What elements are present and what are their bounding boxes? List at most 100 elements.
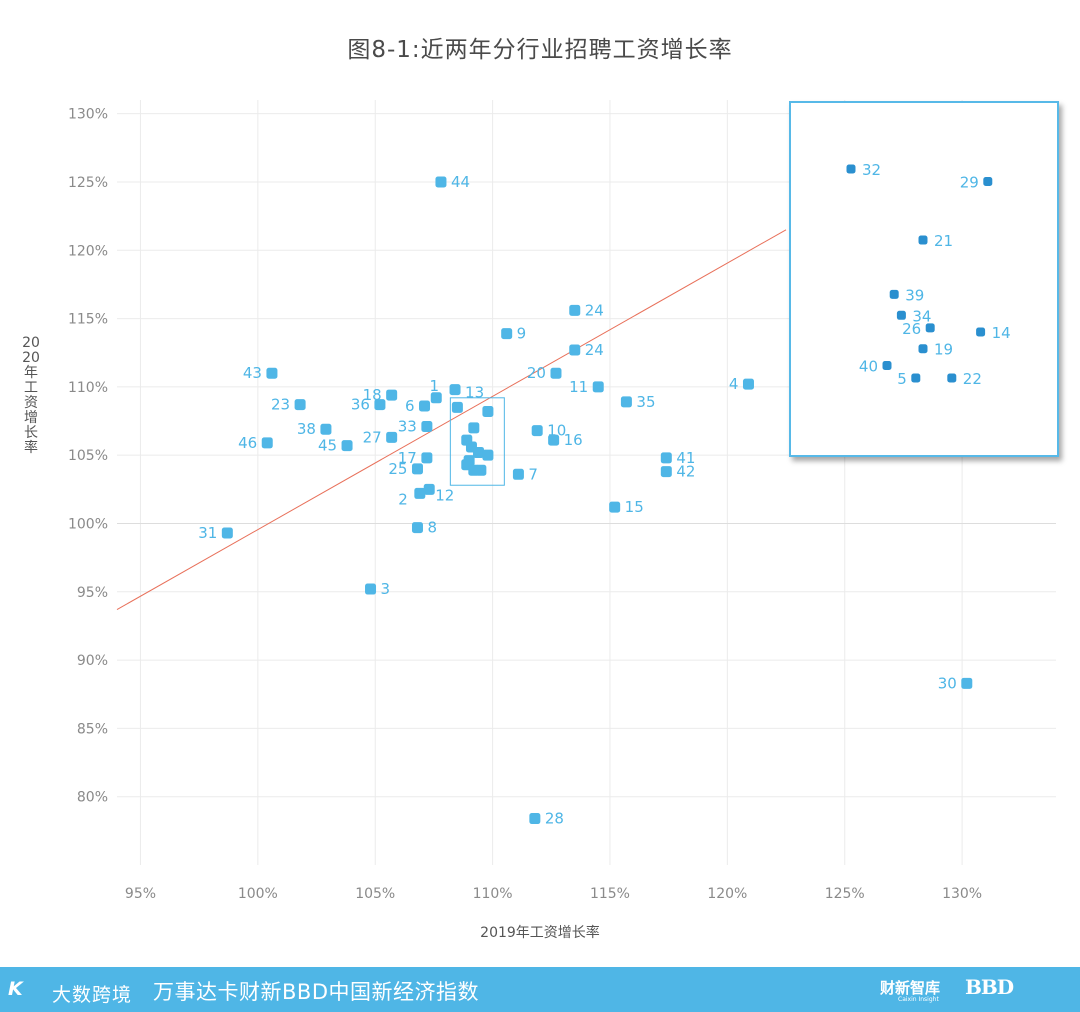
data-point xyxy=(341,440,353,452)
y-axis-label: 2020年工资增长率 xyxy=(22,335,40,456)
chart-title: 图8-1:近两年分行业招聘工资增长率 xyxy=(347,37,733,63)
point-label: 45 xyxy=(318,437,337,455)
point-label: 1 xyxy=(429,377,439,395)
data-point xyxy=(569,304,581,316)
point-label: 2 xyxy=(398,490,408,508)
inset-point-label: 39 xyxy=(905,286,924,304)
y-tick-label: 120% xyxy=(68,243,108,259)
inset-point-label: 19 xyxy=(934,341,953,359)
data-point xyxy=(512,468,524,480)
point-label: 28 xyxy=(545,810,564,828)
y-tick-label: 110% xyxy=(68,380,108,396)
point-label: 20 xyxy=(527,364,546,382)
point-label: 23 xyxy=(271,396,290,414)
data-point xyxy=(374,399,386,411)
data-point xyxy=(592,381,604,393)
point-label: 17 xyxy=(398,449,417,467)
data-point xyxy=(449,384,461,396)
data-point xyxy=(411,522,423,534)
x-tick-label: 100% xyxy=(238,886,278,902)
cluster-point xyxy=(482,449,494,461)
y-tick-label: 115% xyxy=(68,312,108,328)
data-point xyxy=(961,677,973,689)
y-tick-label: 80% xyxy=(77,790,108,806)
data-point xyxy=(414,487,426,499)
x-tick-label: 110% xyxy=(473,886,513,902)
x-tick-label: 95% xyxy=(125,886,156,902)
point-label: 36 xyxy=(351,396,370,414)
point-label: 13 xyxy=(465,384,484,402)
y-tick-label: 95% xyxy=(77,585,108,601)
inset-point xyxy=(846,164,856,174)
data-point xyxy=(501,328,513,340)
y-tick-label: 90% xyxy=(77,653,108,669)
point-label: 3 xyxy=(381,580,391,598)
data-point xyxy=(620,396,632,408)
inset-point-label: 32 xyxy=(862,161,881,179)
bbd-logo: BBD xyxy=(965,975,1014,999)
cluster-point xyxy=(468,422,480,434)
y-tick-label: 130% xyxy=(68,107,108,123)
point-label: 41 xyxy=(676,449,695,467)
point-label: 7 xyxy=(528,465,538,483)
inset-point-label: 14 xyxy=(992,324,1011,342)
data-point xyxy=(423,483,435,495)
zoom-region xyxy=(449,397,505,486)
point-label: 33 xyxy=(398,417,417,435)
x-tick-label: 115% xyxy=(590,886,630,902)
inset-point xyxy=(976,327,986,337)
cluster-point xyxy=(482,405,494,417)
y-tick-label: 125% xyxy=(68,175,108,191)
cluster-point xyxy=(475,464,487,476)
point-label: 27 xyxy=(363,428,382,446)
caixin-insight-logo: 财新智库 Caixin Insight xyxy=(880,977,941,1003)
caixin-insight-sub: Caixin Insight xyxy=(898,996,939,1003)
data-point xyxy=(261,437,273,449)
inset-point-label: 21 xyxy=(934,232,953,250)
x-tick-label: 120% xyxy=(707,886,747,902)
diagonal-reference-line xyxy=(116,229,787,610)
point-label: 35 xyxy=(636,393,655,411)
data-point xyxy=(569,344,581,356)
point-label: 4 xyxy=(729,375,739,393)
x-axis-label: 2019年工资增长率 xyxy=(480,925,600,941)
inset-point xyxy=(925,323,935,333)
x-tick-label: 105% xyxy=(355,886,395,902)
data-point xyxy=(386,431,398,443)
data-point xyxy=(435,176,447,188)
inset-point xyxy=(896,310,906,320)
footer-bar: K 大数跨境 万事达卡财新BBD中国新经济指数 财新智库 Caixin Insi… xyxy=(0,967,1080,1012)
inset-point-label: 26 xyxy=(902,320,921,338)
x-tick-label: 125% xyxy=(825,886,865,902)
point-label: 6 xyxy=(405,397,415,415)
inset-point xyxy=(947,373,957,383)
inset-point-label: 34 xyxy=(912,307,931,325)
cluster-point xyxy=(451,401,463,413)
caixin-insight-name: 财新智库 xyxy=(880,979,941,997)
data-point xyxy=(531,425,543,437)
point-label: 38 xyxy=(297,420,316,438)
point-label: 46 xyxy=(238,434,257,452)
y-tick-label: 85% xyxy=(77,721,108,737)
data-point xyxy=(365,583,377,595)
inset-point xyxy=(918,344,928,354)
data-point xyxy=(386,389,398,401)
inset-point-label: 29 xyxy=(960,174,979,192)
inset-point xyxy=(911,373,921,383)
x-tick-label: 130% xyxy=(942,886,982,902)
reference-line xyxy=(116,229,787,610)
data-point xyxy=(660,452,672,464)
inset-point xyxy=(918,235,928,245)
point-label: 24 xyxy=(585,301,604,319)
logo-mark: K xyxy=(8,978,23,1000)
data-point xyxy=(548,434,560,446)
axis-ticks: 95% 100% 105% 110% 115% 120% 125% 130% 80% 85% 90%… xyxy=(68,107,982,902)
data-point xyxy=(550,367,562,379)
data-point xyxy=(266,367,278,379)
inset-plot: 32 29 21 39 34 14 26 19 40 5 22 xyxy=(846,161,1011,388)
point-label: 43 xyxy=(243,364,262,382)
inset-point-label: 5 xyxy=(897,370,907,388)
point-label: 25 xyxy=(388,460,407,478)
logo-text: 大数跨境 xyxy=(52,984,133,1006)
